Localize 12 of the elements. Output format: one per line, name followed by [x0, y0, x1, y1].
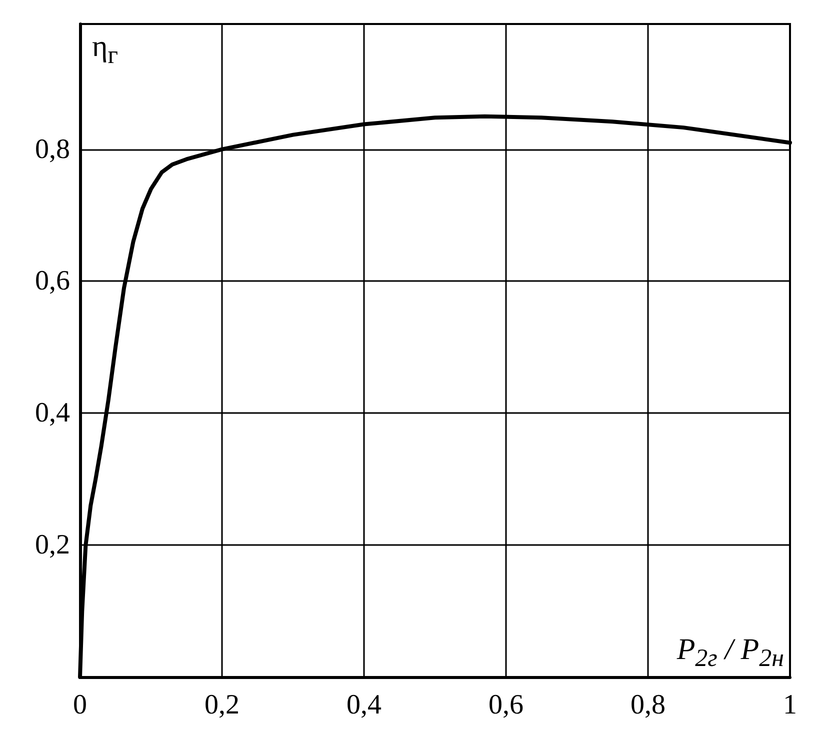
y-tick-label: 0,4 [35, 398, 70, 429]
y-axis-title: η$_{г}$ [92, 30, 118, 71]
x-tick-label: 0,8 [630, 690, 666, 720]
y-tick-label: 0,6 [35, 266, 70, 297]
x-tick-label: 0,6 [488, 690, 524, 720]
y-tick-label: 0,2 [35, 530, 70, 561]
x-tick-label: 0 [73, 690, 87, 720]
x-tick-label: 0,2 [204, 690, 240, 720]
y-tick-label: 0,8 [35, 134, 70, 165]
x-axis-title: P$_{2г}$ / P$_{2н}$ [676, 633, 784, 674]
x-tick-label: 0,4 [346, 690, 382, 720]
x-tick-label: 1 [783, 690, 797, 720]
